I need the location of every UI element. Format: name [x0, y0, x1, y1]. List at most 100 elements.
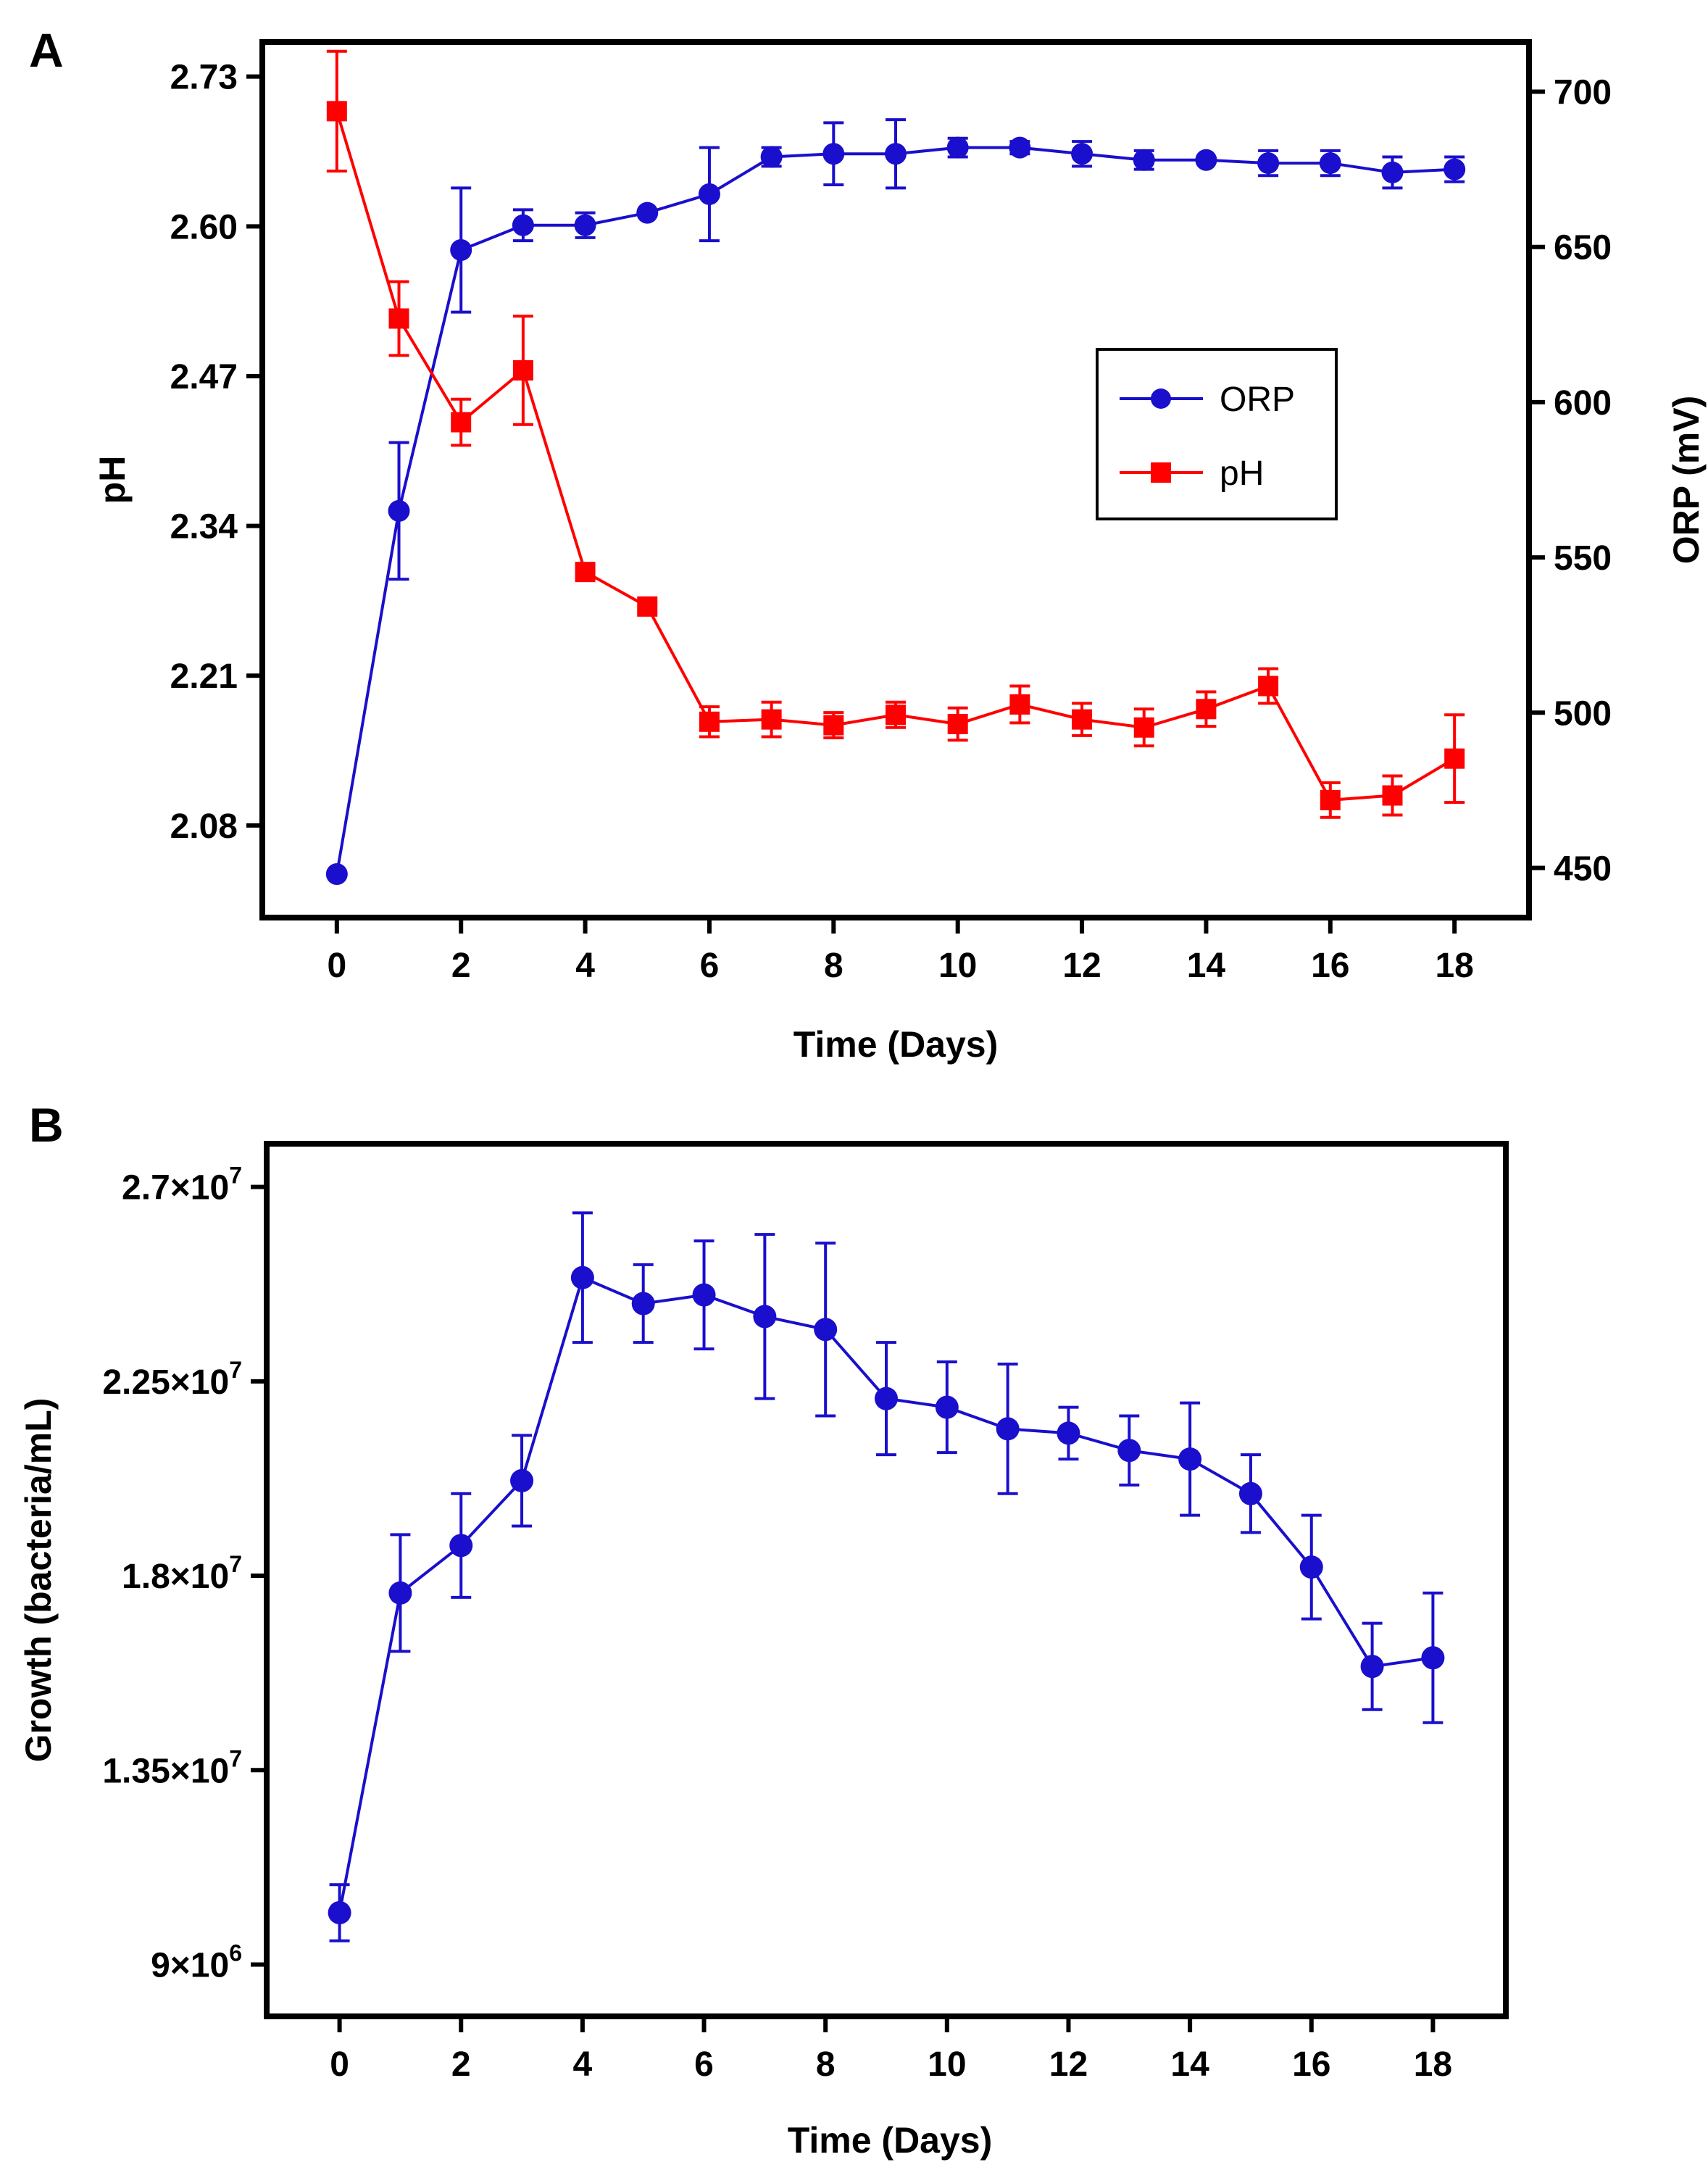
- panel-a-y-axis-right-label: ORP (mV): [1666, 396, 1707, 564]
- orp-point: [946, 136, 969, 159]
- orp-point: [760, 146, 783, 168]
- ph-point: [761, 709, 782, 730]
- x-tick-label: 6: [694, 2045, 714, 2084]
- x-tick-label: 18: [1414, 2045, 1452, 2084]
- panel-a-legend: ORP pH: [1096, 348, 1338, 520]
- orp-point: [636, 201, 659, 224]
- x-tick-label: 12: [1049, 2045, 1088, 2084]
- x-tick-label: 8: [824, 947, 843, 985]
- ph-point: [1320, 789, 1341, 810]
- y-tick-mantissa: 2.25×10: [102, 1363, 229, 1402]
- growth-point: [1360, 1655, 1384, 1679]
- y-left-tick-label: 2.60: [170, 208, 238, 246]
- growth-point: [328, 1900, 351, 1924]
- orp-point: [325, 863, 348, 886]
- x-tick-label: 8: [816, 2045, 836, 2084]
- x-tick-label: 6: [700, 947, 720, 985]
- panel-a-x-axis: 0 2 4 6 8 10 12 14 16 18: [327, 918, 1474, 985]
- orp-point: [1444, 158, 1466, 180]
- growth-point: [935, 1395, 959, 1419]
- y-tick-exponent: 6: [229, 1940, 242, 1966]
- growth-point: [1178, 1447, 1202, 1471]
- x-tick-label: 14: [1187, 947, 1226, 985]
- x-tick-label: 0: [330, 2045, 349, 2084]
- growth-point: [570, 1265, 594, 1289]
- ph-point: [699, 711, 720, 732]
- y-left-tick-label: 2.73: [170, 59, 238, 97]
- panel-b-x-axis: 0 2 4 6 8 10 12 14 16 18: [330, 2016, 1452, 2084]
- y-tick-mantissa: 1.35×10: [102, 1752, 229, 1790]
- growth-point: [1238, 1481, 1262, 1505]
- y-tick-label: 1.35×107: [102, 1745, 242, 1790]
- growth-point: [996, 1417, 1020, 1441]
- legend-orp-marker: [1151, 388, 1171, 409]
- y-left-tick-label: 2.34: [170, 508, 238, 546]
- panel-a-x-axis-label: Time (Days): [793, 1024, 999, 1065]
- y-right-tick-label: 650: [1554, 229, 1612, 267]
- ph-point: [1444, 748, 1465, 769]
- y-left-tick-label: 2.47: [170, 358, 238, 396]
- ph-point: [886, 704, 906, 726]
- y-tick-exponent: 7: [229, 1357, 242, 1383]
- panel-a-chart: 0 2 4 6 8 10 12 14 16 18 2.08 2.21 2.34 2.47 2.60 2.73…: [92, 39, 1707, 1065]
- ph-point: [1196, 699, 1217, 720]
- x-tick-label: 4: [573, 2045, 593, 2084]
- y-tick-mantissa: 2.7×10: [122, 1169, 229, 1208]
- orp-point: [885, 143, 907, 165]
- ph-point: [1009, 694, 1030, 715]
- x-tick-label: 2: [451, 947, 471, 985]
- legend-ph-marker: [1151, 462, 1171, 483]
- orp-point: [1195, 149, 1217, 171]
- ph-point: [823, 715, 844, 736]
- ph-point: [1133, 717, 1154, 738]
- ph-point: [637, 596, 658, 617]
- y-tick-exponent: 7: [229, 1551, 242, 1577]
- growth-point: [449, 1534, 473, 1558]
- orp-point: [822, 143, 845, 165]
- y-tick-label: 9×106: [151, 1940, 242, 1984]
- y-tick-label: 2.25×107: [102, 1357, 242, 1402]
- x-tick-label: 10: [938, 947, 977, 985]
- growth-point: [814, 1318, 838, 1342]
- panel-b-y-axis-label: Growth (bacteria/mL): [18, 1398, 59, 1763]
- growth-point: [631, 1292, 655, 1315]
- y-right-tick-label: 450: [1554, 849, 1612, 888]
- y-tick-exponent: 7: [229, 1745, 242, 1771]
- x-tick-label: 16: [1292, 2045, 1330, 2084]
- orp-point: [512, 214, 534, 236]
- growth-point: [753, 1305, 777, 1329]
- ph-point: [388, 308, 409, 329]
- orp-point: [1381, 161, 1404, 183]
- orp-point: [1071, 143, 1093, 165]
- growth-point: [1057, 1421, 1080, 1445]
- panel-b-series: [328, 1211, 1445, 1942]
- orp-point: [1319, 152, 1341, 175]
- orp-point: [1257, 152, 1280, 175]
- growth-point: [692, 1283, 716, 1307]
- panel-a-y-axis-left-label: pH: [92, 456, 133, 504]
- ph-point: [451, 412, 472, 433]
- y-tick-label: 1.8×107: [122, 1551, 242, 1596]
- x-tick-label: 10: [928, 2045, 966, 2084]
- y-tick-mantissa: 9×10: [151, 1946, 229, 1984]
- x-tick-label: 4: [575, 947, 595, 985]
- orp-point: [1009, 136, 1031, 159]
- legend-orp-label: ORP: [1220, 381, 1295, 419]
- x-tick-label: 2: [451, 2045, 471, 2084]
- x-tick-label: 0: [327, 947, 346, 985]
- panel-a-y-axis-right: 450 500 550 600 650 700: [1529, 74, 1612, 888]
- panel-b-plot-frame: [264, 1141, 1509, 2019]
- x-tick-label: 16: [1311, 947, 1349, 985]
- y-right-tick-label: 500: [1554, 694, 1612, 733]
- ph-point: [575, 562, 596, 583]
- panel-a-y-axis-left: 2.08 2.21 2.34 2.47 2.60 2.73: [170, 59, 262, 846]
- panel-b-chart: 0 2 4 6 8 10 12 14 16 18 9×1061.35×1071.8×1072.25…: [18, 1141, 1509, 2161]
- y-left-tick-label: 2.21: [170, 657, 238, 696]
- panel-a-letter: A: [29, 23, 64, 77]
- ph-point: [512, 360, 533, 381]
- y-tick-mantissa: 1.8×10: [122, 1558, 229, 1596]
- growth-point: [1299, 1555, 1323, 1579]
- growth-point: [388, 1581, 412, 1605]
- y-left-tick-label: 2.08: [170, 807, 238, 846]
